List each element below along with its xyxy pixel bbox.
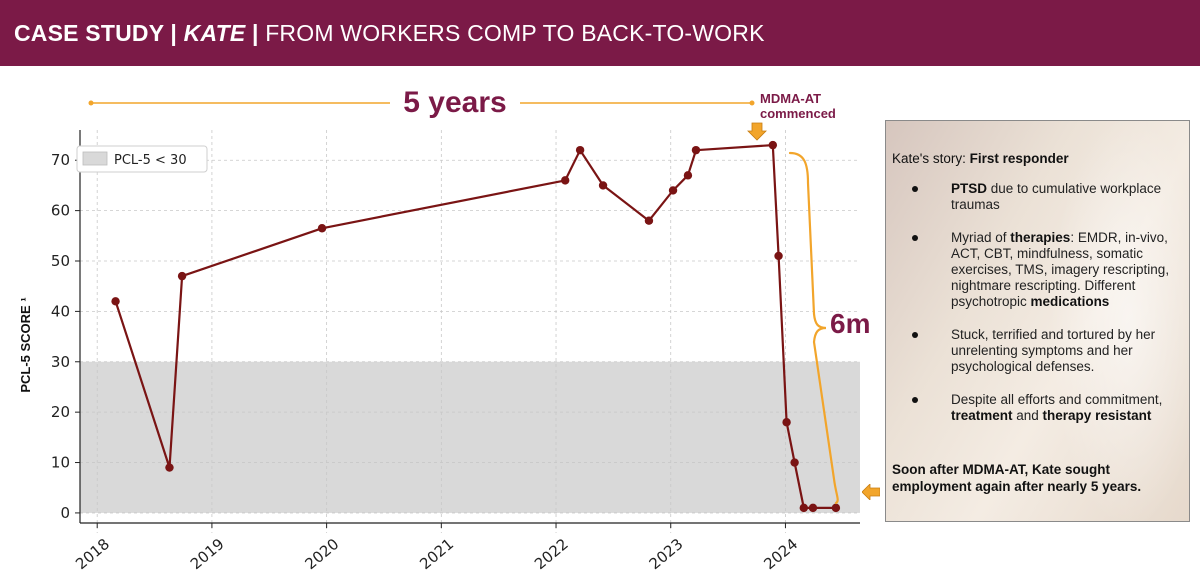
series-line [114, 144, 836, 509]
title-patient-name: KATE [183, 19, 246, 46]
data-point [782, 418, 791, 427]
y-axis-label: PCL-5 SCORE ¹ [18, 297, 33, 392]
background-photo [1049, 121, 1189, 521]
y-tick-label: 50 [51, 252, 70, 270]
item-emphasis: treatment [951, 408, 1013, 423]
mdma-event-label: MDMA-AT commenced [760, 91, 836, 121]
story-bullet-list: PTSD due to cumulative workplace traumas… [886, 181, 1186, 441]
timeline-start-dot [88, 100, 94, 106]
item-text: Stuck, terrified and tortured by her unr… [951, 327, 1156, 374]
pcl5-line-chart: 0 10 20 30 40 50 60 70 2018 2019 2020 2021 2022 2023 2… [18, 100, 860, 573]
item-text: Despite all efforts and commitment, [951, 392, 1163, 407]
data-point [768, 140, 778, 150]
page-title: CASE STUDY | KATE | FROM WORKERS COMP TO… [14, 20, 765, 47]
data-point [165, 463, 174, 472]
story-heading: Kate's story: First responder [892, 151, 1069, 166]
data-point [668, 186, 678, 195]
chart-legend: PCL-5 < 30 [76, 145, 208, 173]
bullet-icon [912, 235, 918, 241]
title-separator: | [245, 19, 266, 46]
six-month-brace [788, 151, 839, 505]
list-item: Despite all efforts and commitment, trea… [886, 392, 1186, 424]
title-case-study: CASE STUDY | [14, 19, 184, 46]
data-point [598, 181, 608, 190]
y-tick-label: 10 [51, 454, 70, 472]
legend-box [76, 145, 208, 173]
duration-label: 5 years [403, 86, 507, 119]
story-heading-role: First responder [969, 151, 1069, 166]
x-tick-label: 2018 [72, 535, 113, 573]
list-item: PTSD due to cumulative workplace traumas [886, 181, 1186, 213]
item-text: due to cumulative workplace traumas [951, 181, 1162, 212]
page-header: CASE STUDY | KATE | FROM WORKERS COMP TO… [0, 0, 1200, 66]
y-tick-label: 70 [51, 151, 70, 169]
y-tick-label: 20 [51, 403, 70, 421]
item-emphasis: medications [1030, 294, 1110, 309]
x-tick-label: 2022 [531, 535, 572, 573]
list-item: Stuck, terrified and tortured by her unr… [886, 327, 1186, 375]
item-emphasis: therapies [1010, 230, 1071, 245]
data-point [831, 503, 841, 513]
item-text: : EMDR, in-vivo, ACT, CBT, mindfulness, … [951, 230, 1170, 309]
item-emphasis: therapy resistant [1042, 408, 1152, 423]
bullet-icon [912, 186, 918, 192]
timeline-end-dot [749, 100, 755, 106]
data-point [691, 145, 701, 155]
data-point [561, 176, 570, 185]
arrow-left-icon [862, 484, 880, 500]
x-tick-label: 2023 [646, 535, 687, 573]
legend-swatch [82, 151, 108, 166]
data-point [644, 216, 654, 225]
data-point [317, 224, 327, 233]
legend-label: PCL-5 < 30 [114, 153, 187, 168]
data-point [683, 171, 693, 180]
title-subtitle: FROM WORKERS COMP TO BACK-TO-WORK [265, 19, 765, 46]
x-tick-label: 2024 [760, 535, 801, 573]
y-tick-label: 30 [51, 353, 70, 371]
story-panel: Kate's story: First responder PTSD due t… [885, 120, 1190, 522]
data-point [774, 251, 783, 261]
story-footer: Soon after MDMA-AT, Kate sought employme… [892, 462, 1142, 494]
data-point [177, 271, 187, 281]
bullet-icon [912, 332, 918, 338]
item-text: Myriad of [951, 230, 1011, 245]
y-tick-label: 60 [51, 202, 70, 220]
bullet-icon [912, 397, 918, 403]
story-heading-prefix: Kate's story: [892, 151, 966, 166]
data-point [111, 297, 120, 306]
item-emphasis: PTSD [951, 181, 988, 196]
item-text: and [1012, 408, 1043, 423]
y-tick-label: 40 [51, 302, 70, 320]
data-point [799, 503, 808, 513]
data-point [575, 145, 585, 155]
x-tick-label: 2021 [416, 535, 457, 573]
y-tick-label: 0 [60, 504, 70, 522]
arrow-down-icon [747, 122, 767, 141]
list-item: Myriad of therapies: EMDR, in-vivo, ACT,… [886, 230, 1186, 310]
six-month-label: 6m [830, 308, 871, 339]
x-tick-label: 2019 [187, 535, 228, 573]
threshold-band [80, 361, 860, 513]
data-point [790, 458, 799, 467]
data-point [808, 503, 818, 513]
x-tick-label: 2020 [302, 535, 343, 573]
